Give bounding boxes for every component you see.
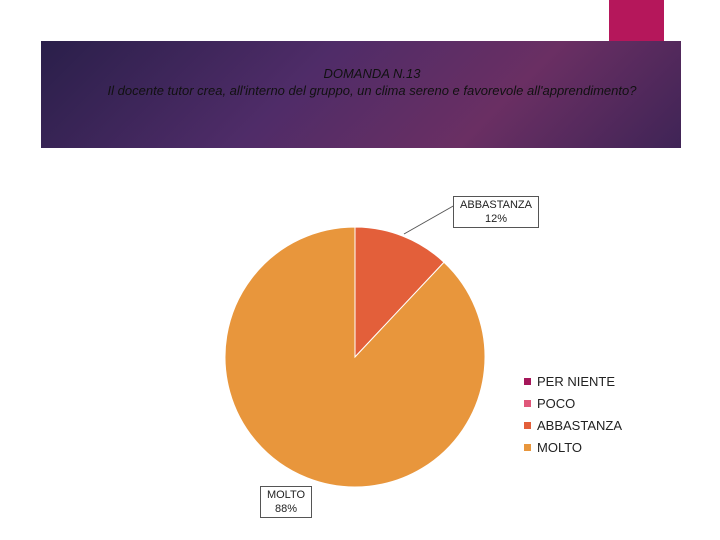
legend-label-molto: MOLTO <box>537 439 583 455</box>
title-banner <box>41 41 681 148</box>
legend-swatch-poco <box>524 399 531 407</box>
data-label-molto: MOLTO 88% <box>260 486 312 518</box>
data-label-molto-category: MOLTO <box>266 489 306 501</box>
chart-title-line-1: DOMANDA N.13 <box>323 66 421 81</box>
pie-slice-molto <box>224 226 486 488</box>
data-label-abbastanza: ABBASTANZA 12% <box>453 196 539 228</box>
legend-label-poco: POCO <box>537 395 576 411</box>
legend-label-abbastanza: ABBASTANZA <box>537 417 623 433</box>
legend-item-per-niente: PER NIENTE <box>524 370 622 392</box>
legend-item-molto: MOLTO <box>524 436 622 458</box>
legend-swatch-abbastanza <box>524 421 531 429</box>
legend-swatch-molto <box>524 443 531 451</box>
legend-swatch-per-niente <box>524 377 531 385</box>
chart-title-line-2: Il docente tutor crea, all'interno del g… <box>107 83 637 98</box>
leader-line-abbastanza <box>403 204 456 235</box>
legend-item-abbastanza: ABBASTANZA <box>524 414 622 436</box>
data-label-abbastanza-category: ABBASTANZA <box>460 199 532 211</box>
pie-slice-abbastanza <box>354 226 445 359</box>
legend-item-poco: POCO <box>524 392 622 414</box>
data-label-abbastanza-percent: 12% <box>484 213 508 225</box>
legend: PER NIENTE POCO ABBASTANZA MOLTO <box>524 370 622 458</box>
data-label-molto-percent: 88% <box>274 503 298 515</box>
legend-label-per-niente: PER NIENTE <box>537 373 616 389</box>
